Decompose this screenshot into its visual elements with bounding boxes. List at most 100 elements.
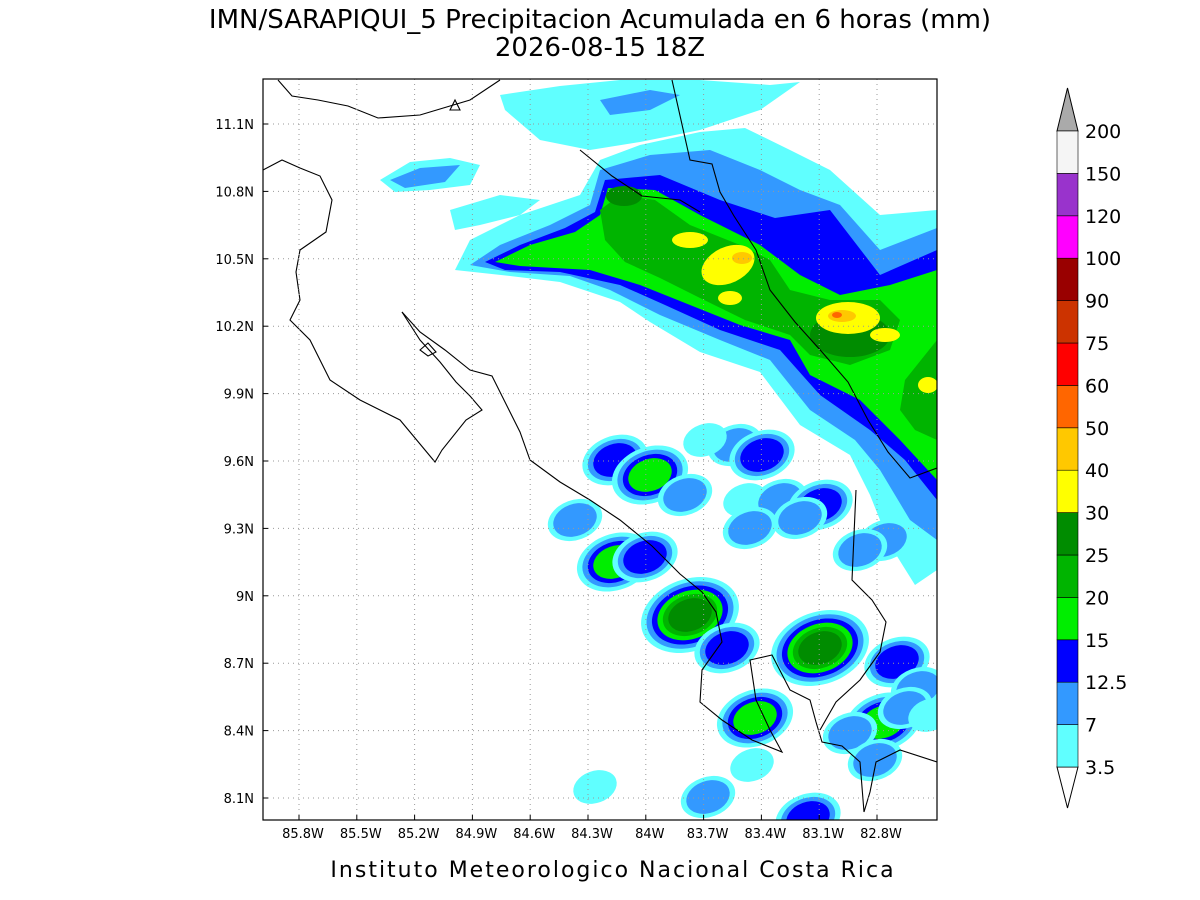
colorbar-label: 200 (1085, 121, 1121, 143)
lat-label: 11.1N (215, 118, 254, 133)
lat-label: 8.7N (224, 657, 254, 672)
lon-label: 84.9W (455, 827, 497, 842)
colorbar-segment (1056, 427, 1079, 471)
coastline (263, 159, 483, 463)
colorbar-label: 12.5 (1085, 672, 1127, 694)
coastline (671, 79, 937, 479)
colorbar-segment (1056, 681, 1079, 725)
rain-cell (875, 645, 919, 679)
graticule (263, 79, 937, 820)
rain-cell (686, 780, 730, 814)
colorbar-segment (1056, 639, 1079, 683)
colorbar-segment (1056, 597, 1079, 641)
lon-label: 84W (635, 827, 665, 842)
rain-area (450, 195, 540, 230)
rain-cell (730, 748, 774, 782)
rain-cell (683, 423, 727, 457)
map-frame (262, 78, 938, 821)
rain-cell (798, 631, 842, 665)
lon-label: 84.3W (571, 827, 613, 842)
colorbar-label: 20 (1085, 587, 1109, 609)
lon-label: 83.4W (744, 827, 786, 842)
colorbar-segment (1056, 724, 1079, 768)
lat-label: 10.5N (215, 253, 254, 268)
rain-cell (728, 511, 772, 545)
colorbar-label: 75 (1085, 333, 1109, 355)
colorbar-label: 30 (1085, 503, 1109, 525)
rain-cell (778, 501, 822, 535)
lon-label: 85.5W (340, 827, 382, 842)
lon-label: 85.8W (282, 827, 324, 842)
colorbar-segment (1056, 554, 1079, 598)
rain-cell (705, 631, 749, 665)
rain-cell (553, 503, 597, 537)
lat-label: 9.3N (224, 522, 254, 537)
colorbar-label: 40 (1085, 460, 1109, 482)
rain-area (672, 232, 708, 248)
lat-label: 10.2N (215, 320, 254, 335)
lon-label: 83.1W (802, 827, 844, 842)
colorbar-label: 90 (1085, 291, 1109, 313)
rain-area (832, 312, 842, 318)
colorbar-label: 50 (1085, 418, 1109, 440)
colorbar-label: 3.5 (1085, 757, 1115, 779)
coastline (819, 489, 887, 731)
rain-cell (838, 533, 882, 567)
rain-area (600, 90, 680, 115)
rain-cell (573, 770, 617, 804)
rain-cell (908, 698, 937, 732)
colorbar-segment (1056, 300, 1079, 344)
rain-area (718, 291, 742, 305)
coastline (277, 79, 501, 119)
coastline (401, 311, 937, 813)
colorbar-label: 150 (1085, 163, 1121, 185)
rain-cell (853, 743, 897, 777)
rain-area (732, 252, 752, 264)
rain-area (900, 340, 937, 440)
lat-label: 9.6N (224, 455, 254, 470)
rain-area (870, 328, 900, 342)
lon-label: 84.6W (513, 827, 555, 842)
colorbar-label: 7 (1085, 715, 1097, 737)
credit: Instituto Meteorologico Nacional Costa R… (330, 858, 895, 883)
lon-label: 85.2W (398, 827, 440, 842)
island (449, 98, 461, 111)
rain-cell (628, 458, 672, 492)
lat-label: 8.4N (224, 725, 254, 740)
lat-label: 9.9N (224, 388, 254, 403)
rain-area (495, 188, 937, 480)
colorbar-under (1056, 766, 1079, 809)
rain-area (390, 165, 460, 188)
rain-area (918, 377, 937, 393)
precipitation-field (380, 80, 937, 820)
rain-area (606, 186, 642, 206)
rain-cell (828, 716, 872, 750)
colorbar-segment (1056, 342, 1079, 386)
colorbar-segment (1056, 257, 1079, 301)
colorbar: 3.5 7 12.5 15 20 25 30 40 50 60 75 90 100 120 150 200 (1056, 87, 1127, 809)
colorbar-segment (1056, 215, 1079, 259)
rain-cell (668, 598, 712, 632)
lat-label: 10.8N (215, 185, 254, 200)
rain-cell (740, 438, 784, 472)
colorbar-label: 25 (1085, 545, 1109, 567)
colorbar-over (1056, 87, 1079, 132)
axis-labels: 85.8W 85.5W 85.2W 84.9W 84.6W 84.3W 84W 83.7W 83… (215, 118, 902, 842)
colorbar-segment (1056, 512, 1079, 556)
colorbar-label: 60 (1085, 375, 1109, 397)
lat-label: 9N (236, 590, 254, 605)
rain-cell (623, 540, 667, 574)
coastlines (263, 79, 937, 813)
lat-label: 8.1N (224, 792, 254, 807)
title: IMN/SARAPIQUI_5 Precipitacion Acumulada … (209, 5, 991, 35)
rain-cell (733, 701, 777, 735)
colorbar-segment (1056, 469, 1079, 513)
colorbar-segment (1056, 173, 1079, 217)
rain-area (500, 80, 800, 150)
lon-label: 83.7W (687, 827, 729, 842)
colorbar-label: 100 (1085, 248, 1121, 270)
subtitle: 2026-08-15 18Z (495, 33, 705, 63)
colorbar-segment (1056, 130, 1079, 174)
colorbar-label: 15 (1085, 630, 1109, 652)
